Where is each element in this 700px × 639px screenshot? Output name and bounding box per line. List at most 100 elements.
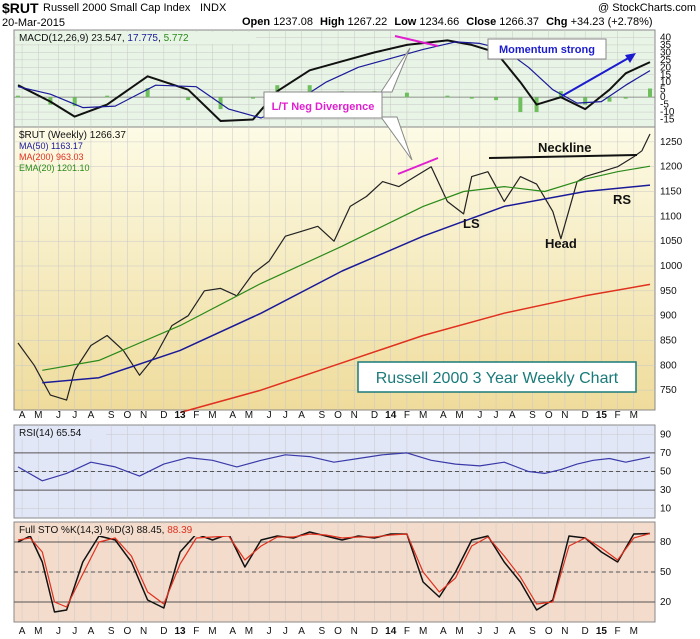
x-tick-label: J — [267, 410, 272, 421]
neckline-label: Neckline — [538, 140, 591, 155]
x-tick-label: M — [455, 626, 463, 637]
histogram-value: 5.772 — [164, 33, 189, 44]
y-tick-label: 800 — [660, 360, 677, 371]
x-tick-label: D — [582, 410, 589, 421]
histogram-bar — [518, 97, 523, 113]
x-tick-label: O — [334, 410, 342, 421]
x-tick-label: 15 — [596, 410, 608, 421]
y-tick-label: 1200 — [660, 162, 683, 173]
x-tick-label: N — [140, 626, 147, 637]
x-tick-label: M — [419, 410, 427, 421]
x-tick-label: O — [123, 626, 131, 637]
x-tick-label: J — [56, 626, 61, 637]
close-label: Close — [466, 16, 497, 28]
price-legend-rut: $RUT (Weekly) 1266.37 — [19, 130, 126, 141]
credit-label: @ StockCharts.com — [598, 2, 696, 14]
y-tick-label: 30 — [660, 47, 672, 58]
x-tick-label: A — [298, 410, 305, 421]
sto-legend-label: Full STO %K(14,3) %D(3) — [19, 525, 134, 536]
x-tick-label: A — [229, 410, 236, 421]
x-tick-label: J — [477, 626, 482, 637]
macd-legend-label: MACD(12,26,9) — [19, 33, 88, 44]
y-tick-label: 950 — [660, 286, 677, 297]
chart-date: 20-Mar-2015 — [2, 17, 65, 29]
signal-value: 17.775 — [127, 33, 158, 44]
x-tick-label: S — [108, 626, 115, 637]
series-line-macd — [17, 39, 651, 122]
x-tick-label: M — [630, 626, 638, 637]
ls-label: LS — [463, 216, 480, 231]
y-tick-label: -15 — [660, 115, 675, 126]
x-tick-label: N — [561, 626, 568, 637]
x-tick-label: D — [582, 626, 589, 637]
x-tick-label: D — [160, 410, 167, 421]
x-tick-label: 13 — [174, 626, 186, 637]
divergence-callout-pointer2 — [380, 116, 413, 161]
y-tick-label: 90 — [660, 429, 672, 440]
x-tick-label: J — [72, 626, 77, 637]
x-tick-label: F — [615, 626, 621, 637]
momentum-arrow — [561, 55, 633, 97]
x-tick-label: M — [34, 626, 42, 637]
x-tick-label: J — [477, 410, 482, 421]
x-tick-label: O — [334, 626, 342, 637]
x-tick-label: J — [494, 410, 499, 421]
series-line-signal — [17, 41, 651, 119]
y-tick-label: 5 — [660, 85, 666, 96]
histogram-bar — [494, 97, 499, 101]
exchange-label: INDX — [200, 2, 227, 14]
high-label: High — [320, 16, 345, 28]
x-tick-label: A — [440, 626, 447, 637]
x-tick-label: J — [494, 626, 499, 637]
x-tick-label: J — [72, 410, 77, 421]
y-tick-label: 25 — [660, 55, 672, 66]
chart-title-box — [357, 361, 637, 393]
x-tick-label: J — [56, 410, 61, 421]
y-tick-label: 1000 — [660, 261, 683, 272]
y-tick-label: -10 — [660, 107, 675, 118]
x-tick-label: N — [351, 410, 358, 421]
chg-label: Chg — [546, 16, 568, 28]
x-tick-label: M — [630, 410, 638, 421]
macd-legend: MACD(12,26,9) 23.547, 17.775, 5.772 — [16, 32, 256, 44]
histogram-bar — [72, 97, 77, 107]
y-tick-label: 1250 — [660, 137, 683, 148]
svg-text:MACD(12,26,9) 23.547, 17.775,: MACD(12,26,9) 23.547, 17.775, 5.772 — [19, 33, 189, 44]
x-tick-label: F — [193, 626, 199, 637]
x-tick-label: 15 — [596, 626, 608, 637]
head-label: Head — [545, 236, 577, 251]
divergence-line-price — [397, 157, 439, 175]
price-legend-ma50: MA(50) 1163.17 — [19, 141, 83, 151]
chg-value: +34.23 (+2.78%) — [570, 16, 653, 28]
x-tick-label: A — [440, 410, 447, 421]
series-line--d — [17, 533, 651, 608]
x-tick-label: A — [88, 410, 95, 421]
x-tick-label: A — [298, 626, 305, 637]
x-tick-label: 14 — [385, 626, 397, 637]
svg-text:Full STO %K(14,3) %D(3) 88.45,: Full STO %K(14,3) %D(3) 88.45, 88.39 — [19, 525, 193, 536]
series-line-ma-200- — [179, 283, 651, 414]
x-tick-label: M — [34, 410, 42, 421]
histogram-bar — [583, 97, 588, 105]
sto-d-value: 88.39 — [167, 525, 192, 536]
series-lines — [17, 39, 651, 613]
x-tick-label: J — [283, 410, 288, 421]
series-line-ma-50- — [42, 184, 651, 384]
x-tick-label: N — [140, 410, 147, 421]
ohlc-readout: Open 1237.08 High 1267.22 Low 1234.66 Cl… — [242, 16, 653, 28]
close-value: 1266.37 — [499, 16, 540, 28]
y-tick-label: 80 — [660, 537, 672, 548]
x-tick-label: O — [123, 410, 131, 421]
neckline — [488, 154, 638, 159]
rsi-value: 65.54 — [56, 428, 81, 439]
x-tick-label: F — [615, 410, 621, 421]
price-legend-ma200: MA(200) 963.03 — [19, 152, 84, 162]
rsi-legend-label: RSI(14) — [19, 428, 53, 439]
histogram-bar — [445, 95, 450, 98]
x-tick-label: D — [371, 410, 378, 421]
rsi-legend: RSI(14) 65.54 — [16, 427, 106, 439]
histogram-bar — [186, 97, 191, 101]
y-tick-label: 1150 — [660, 187, 682, 198]
x-tick-label: F — [404, 626, 410, 637]
